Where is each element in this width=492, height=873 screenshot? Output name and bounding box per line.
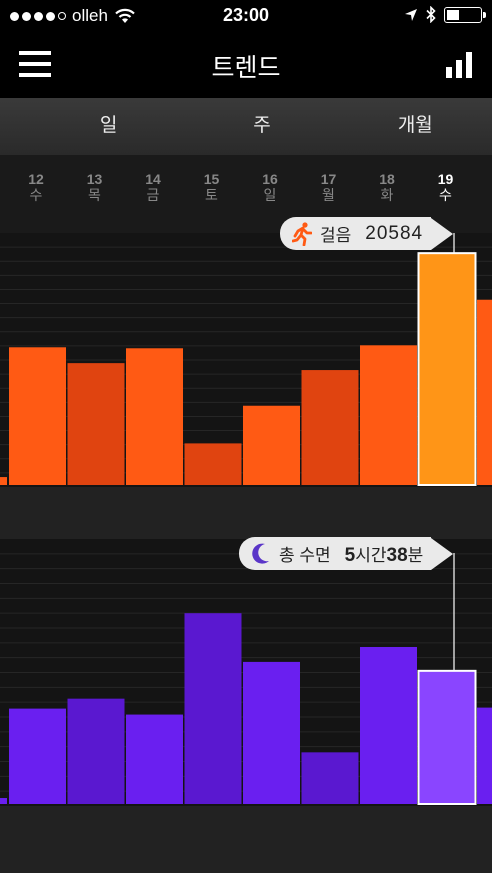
steps-bar-13	[67, 363, 125, 485]
day-weekday: 수	[29, 187, 43, 203]
menu-icon[interactable]	[19, 51, 51, 79]
battery-icon	[444, 6, 486, 23]
signal-dot	[22, 11, 31, 21]
tab-day[interactable]: 일	[99, 115, 118, 136]
steps-bar-14	[126, 348, 183, 485]
signal-dot	[46, 11, 55, 21]
running-person-icon	[292, 221, 312, 246]
navigation-bar: 트렌드	[0, 32, 492, 98]
day-19[interactable]: 19 수	[417, 171, 475, 203]
steps-label: 걸음	[320, 226, 352, 245]
sleep-bar-12	[9, 708, 66, 804]
sleep-bar-15	[184, 613, 242, 804]
tab-week[interactable]: 주	[253, 115, 271, 136]
steps-chart[interactable]	[0, 233, 492, 487]
signal-dot	[10, 11, 19, 21]
day-15[interactable]: 15 토	[183, 171, 241, 203]
status-time: 23:00	[222, 5, 270, 25]
day-weekday: 금	[146, 187, 160, 203]
location-arrow-icon	[405, 8, 417, 21]
day-weekday: 월	[322, 187, 335, 203]
sleep-bar-17	[301, 752, 359, 804]
moon-icon	[252, 543, 269, 564]
sleep-bar-14	[126, 714, 183, 804]
steps-bar-edge-right	[477, 299, 492, 485]
steps-callout: 걸음 20584	[280, 217, 454, 250]
signal-dot	[58, 11, 66, 20]
day-weekday: 토	[205, 187, 218, 203]
day-18[interactable]: 18 화	[358, 171, 416, 203]
day-weekday: 수	[439, 187, 452, 203]
sleep-label: 총 수면	[279, 546, 331, 565]
bottom-area	[0, 806, 492, 873]
sleep-minutes: 38	[386, 544, 408, 566]
bluetooth-icon	[426, 6, 436, 23]
day-number: 17	[320, 171, 337, 187]
steps-bar-18	[360, 345, 417, 485]
page-title: 트렌드	[211, 54, 281, 82]
bar-chart-icon[interactable]	[446, 50, 472, 78]
carrier-name: olleh	[72, 6, 108, 25]
sleep-callout: 총 수면 5시간38분	[239, 537, 454, 570]
day-17[interactable]: 17 월	[300, 171, 358, 203]
chart-divider	[0, 487, 492, 539]
day-13[interactable]: 13 목	[66, 171, 124, 203]
sleep-bar-edge-right	[477, 707, 492, 804]
tab-month[interactable]: 개월	[397, 115, 433, 136]
day-number: 18	[379, 171, 395, 187]
day-number: 19	[437, 171, 454, 187]
day-number: 12	[28, 171, 44, 187]
day-number: 15	[203, 171, 220, 187]
steps-bar-12	[9, 347, 66, 485]
sleep-hours: 5	[344, 544, 356, 566]
status-bar: olleh 23:00	[0, 0, 492, 32]
steps-bar-16	[243, 405, 300, 485]
steps-bar-19	[417, 252, 477, 486]
sleep-bar-13	[67, 698, 125, 804]
steps-value: 20584	[365, 222, 424, 244]
day-14[interactable]: 14 금	[124, 171, 182, 203]
steps-bar-15	[184, 443, 242, 485]
sleep-hours-unit: 시간	[355, 545, 387, 565]
status-left: olleh	[10, 6, 136, 26]
signal-strength-icon	[10, 11, 66, 21]
day-weekday: 화	[380, 187, 394, 203]
day-weekday: 일	[263, 187, 277, 203]
battery-level	[447, 9, 460, 20]
status-right	[404, 6, 486, 23]
day-weekday: 목	[88, 187, 101, 203]
period-tabs: 일 주 개월	[0, 98, 492, 155]
signal-dot	[34, 11, 43, 21]
sleep-bar-16	[243, 661, 300, 804]
steps-bar-edge-left	[0, 477, 7, 485]
wifi-icon	[115, 8, 135, 23]
steps-bar-17	[301, 370, 359, 485]
sleep-bar-19	[417, 669, 477, 805]
day-16[interactable]: 16 일	[241, 171, 299, 203]
day-12[interactable]: 12 수	[7, 171, 65, 203]
sleep-bar-edge-left	[0, 798, 7, 804]
day-number: 14	[145, 171, 161, 187]
sleep-bar-18	[360, 646, 417, 804]
day-number: 13	[86, 171, 103, 187]
sleep-chart[interactable]	[0, 539, 492, 806]
steps-chart-canvas[interactable]	[0, 233, 492, 487]
day-number: 16	[262, 171, 278, 187]
sleep-minutes-unit: 분	[407, 545, 424, 565]
sleep-chart-canvas[interactable]	[0, 539, 492, 806]
